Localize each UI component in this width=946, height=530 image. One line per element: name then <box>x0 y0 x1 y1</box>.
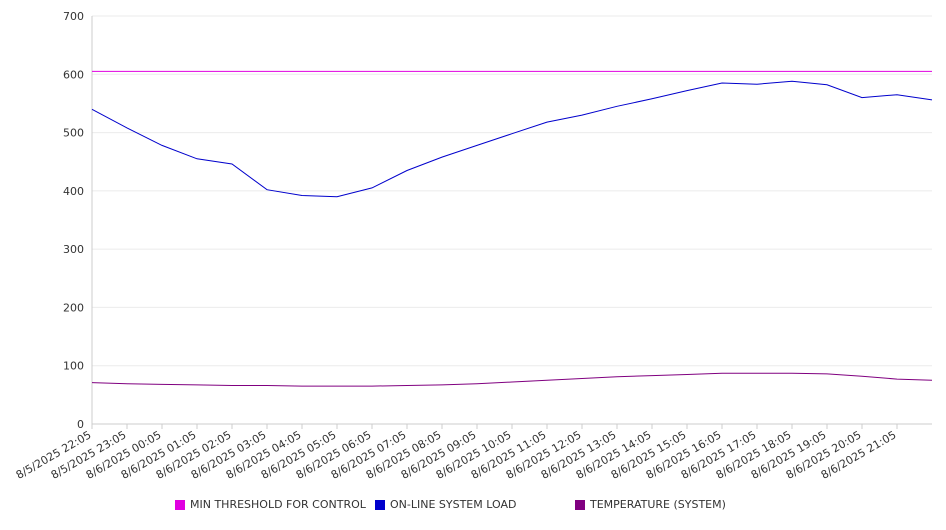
legend-swatch-threshold <box>175 499 185 510</box>
legend-label-system-load: ON-LINE SYSTEM LOAD <box>390 498 517 511</box>
series-line-1 <box>91 80 933 198</box>
y-tick-label: 400 <box>63 185 84 198</box>
legend: MIN THRESHOLD FOR CONTROL ON-LINE SYSTEM… <box>0 498 946 514</box>
legend-swatch-system-load <box>375 499 385 510</box>
legend-item-system-load: ON-LINE SYSTEM LOAD <box>375 498 516 511</box>
y-tick-label: 0 <box>77 418 84 431</box>
series-line-2 <box>91 372 933 387</box>
legend-label-threshold: MIN THRESHOLD FOR CONTROL <box>190 498 366 511</box>
y-tick-label: 700 <box>63 10 84 23</box>
y-tick-label: 600 <box>63 68 84 81</box>
y-tick-label: 500 <box>63 127 84 140</box>
legend-item-temperature: TEMPERATURE (SYSTEM) <box>575 498 726 511</box>
y-tick-label: 300 <box>63 243 84 256</box>
legend-label-temperature: TEMPERATURE (SYSTEM) <box>590 498 726 511</box>
legend-swatch-temperature <box>575 499 585 510</box>
y-tick-label: 100 <box>63 360 84 373</box>
legend-item-threshold: MIN THRESHOLD FOR CONTROL <box>175 498 366 511</box>
y-tick-label: 200 <box>63 301 84 314</box>
